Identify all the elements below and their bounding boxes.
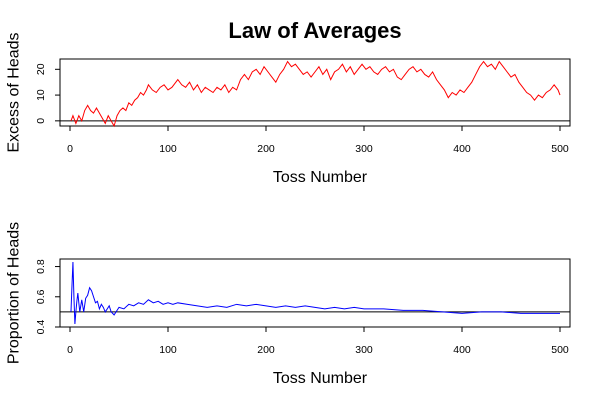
x-tick-label: 200 [257,344,275,356]
y-tick-label: 0.4 [35,320,47,335]
x-tick-label: 100 [159,143,177,155]
plot-frame [59,258,571,328]
y-tick-label: 10 [35,89,47,101]
proportion-heads-panel: 0 100 200 300 400 500 0.4 0.6 0.8 Toss Number Prop… [6,222,571,387]
x-tick-label: 200 [257,143,275,155]
y-tick-label: 0.6 [35,289,47,304]
excess-heads-panel: 0 100 200 300 400 500 0 10 20 Toss Number Excess o… [6,32,571,186]
x-tick-label: 400 [453,143,471,155]
x-tick-label: 300 [355,143,373,155]
x-axis-label: Toss Number [273,169,368,186]
x-axis-label: Toss Number [273,370,368,387]
x-tick-label: 300 [355,344,373,356]
series-line-0 [70,60,561,128]
plot-frame [59,58,571,127]
y-tick-label: 20 [35,63,47,75]
y-axis-label: Excess of Heads [6,32,23,152]
chart-title: Law of Averages [228,18,401,43]
x-tick-label: 0 [67,143,73,155]
x-tick-label: 500 [551,143,569,155]
x-tick-label: 0 [67,344,73,356]
x-tick-label: 100 [159,344,177,356]
y-tick-label: 0 [35,118,47,124]
x-tick-label: 500 [551,344,569,356]
y-tick-label: 0.8 [35,259,47,274]
x-tick-label: 400 [453,344,471,356]
y-axis-label: Proportion of Heads [6,222,23,364]
series-line-0 [70,261,560,325]
